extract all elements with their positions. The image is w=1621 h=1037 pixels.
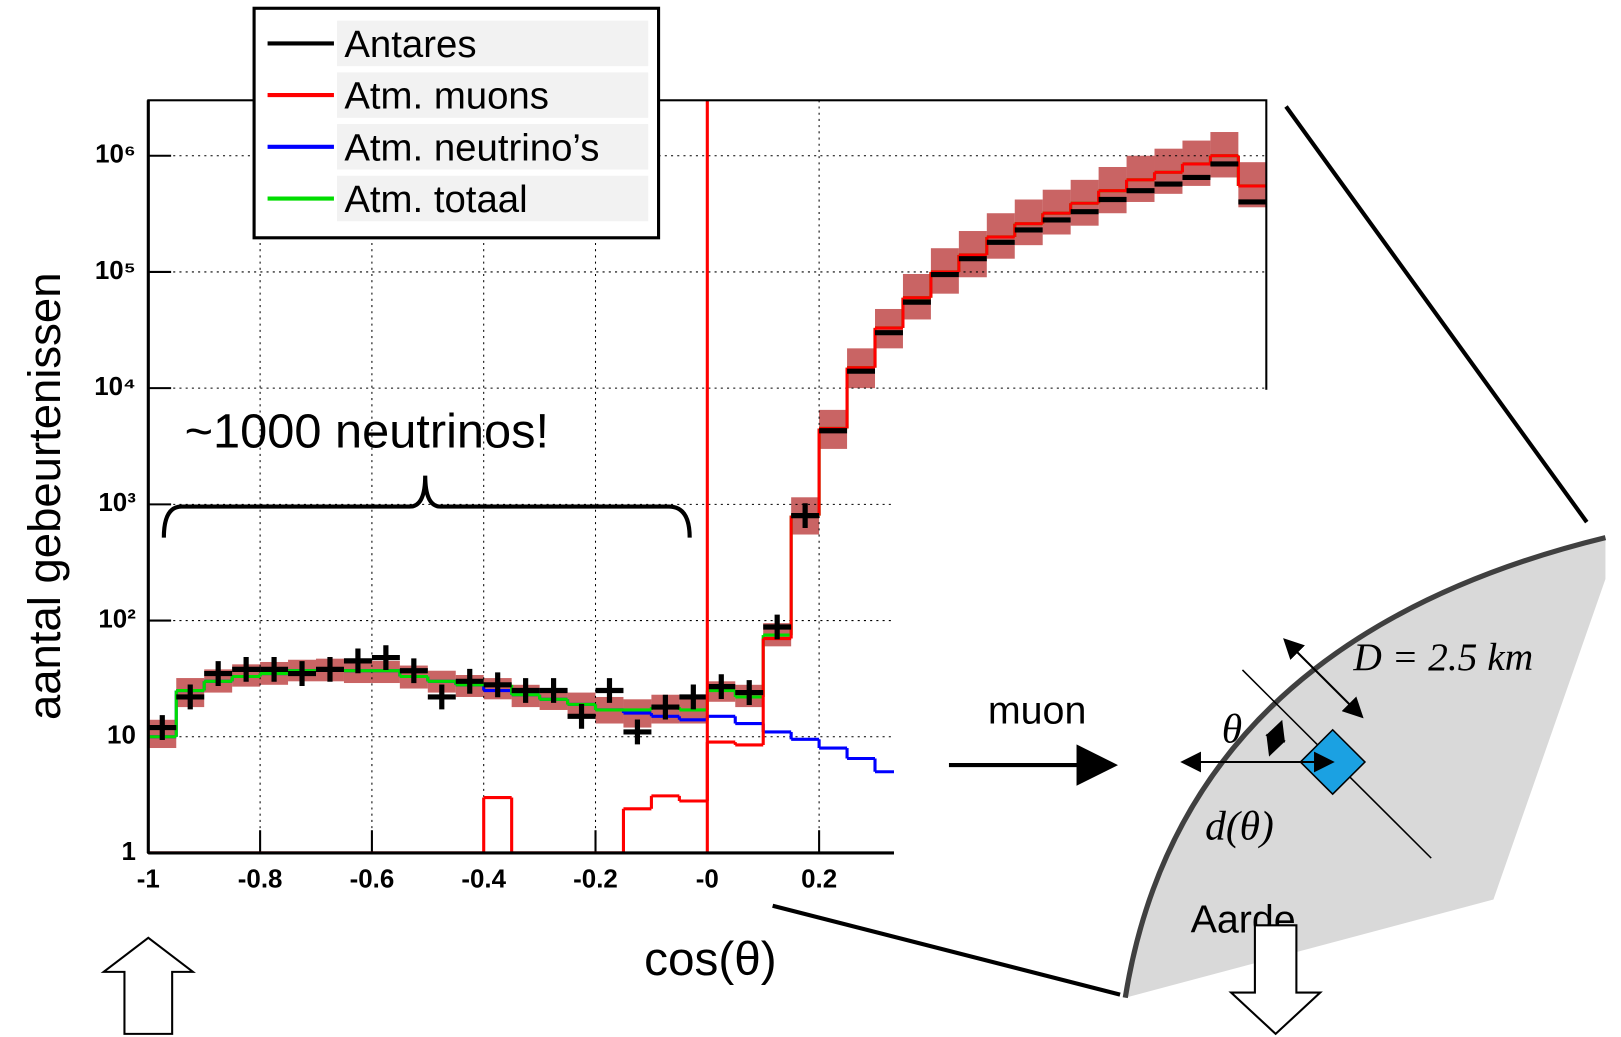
y-tick-label: 10⁵: [95, 257, 136, 285]
x-tick-label: -0.2: [573, 866, 618, 894]
y-tick-label: 10³: [98, 489, 136, 517]
plot: 1 10 10² 10³ 10⁴ 10⁵ 10⁶ -1 -0.8 -0.6 -0.4 -0.2 -0 0.…: [94, 6, 1289, 894]
depth-label: d(θ): [1205, 803, 1274, 850]
zoom-line: [772, 903, 1121, 997]
data-point: [763, 614, 792, 640]
data-point: [651, 694, 680, 720]
data-point: [343, 648, 372, 674]
data-point: [204, 661, 233, 686]
earth-surface: [1122, 535, 1607, 999]
y-tick-label: 10⁶: [95, 141, 136, 169]
y-tick-label: 10⁴: [94, 373, 136, 401]
legend-shade: [337, 175, 649, 222]
data-point: [623, 719, 652, 745]
data-point: [483, 672, 512, 698]
angle-arrow: [1265, 719, 1286, 757]
data-point: [288, 661, 317, 686]
x-axis-label: cos(θ): [644, 933, 777, 986]
data-point: [232, 656, 261, 682]
angle-label: θ: [1222, 705, 1242, 751]
x-tick-label: 0.2: [801, 866, 837, 894]
y-tick-label: 1: [121, 838, 135, 866]
annotation: ~1000 neutrinos!: [185, 405, 549, 459]
data-point: [371, 645, 400, 671]
brace: [161, 475, 692, 538]
x-tick-label: -0.8: [238, 866, 283, 894]
data-point: [567, 703, 596, 729]
legend-label: Atm. muons: [344, 75, 549, 118]
data-point: [316, 656, 344, 682]
up-arrow: [100, 936, 196, 1035]
data-point: [399, 658, 428, 684]
data-point: [176, 684, 205, 710]
data-point: [735, 680, 764, 705]
data-point: [679, 684, 708, 710]
legend-shade: [337, 72, 649, 118]
legend-label: Antares: [344, 23, 476, 66]
data-point: [539, 678, 568, 703]
legend-shade: [337, 20, 649, 67]
muon-label: muon: [988, 689, 1087, 733]
data-point: [260, 656, 289, 682]
legend-label: Atm. neutrino’s: [344, 126, 599, 169]
legend-shade: [337, 124, 649, 170]
distance-arrow: [1283, 638, 1364, 719]
x-tick-label: -0: [696, 866, 719, 894]
down-arrow: [1228, 924, 1323, 1036]
legend: Antares Atm. muons Atm. neutrino’s Atm. tot…: [252, 6, 661, 240]
x-tick-label: -0.6: [350, 866, 395, 894]
data-point: [455, 668, 484, 694]
distance-label: D = 2.5 km: [1352, 635, 1533, 679]
y-tick-label: 10²: [98, 605, 136, 633]
data-point: [511, 678, 540, 703]
zoom-line: [1284, 105, 1589, 524]
earth: [1125, 537, 1606, 998]
data-point: [707, 674, 736, 700]
y-axis-label: aantal gebeurtenissen: [19, 273, 70, 721]
legend-label: Atm. totaal: [344, 178, 527, 221]
y-tick-label: 10: [107, 722, 136, 750]
data-point: [148, 715, 177, 740]
x-tick-label: -0.4: [461, 866, 506, 894]
data-point: [791, 503, 820, 529]
data-point: [427, 684, 456, 710]
data-point: [595, 678, 624, 703]
x-tick-label: -1: [137, 866, 160, 894]
